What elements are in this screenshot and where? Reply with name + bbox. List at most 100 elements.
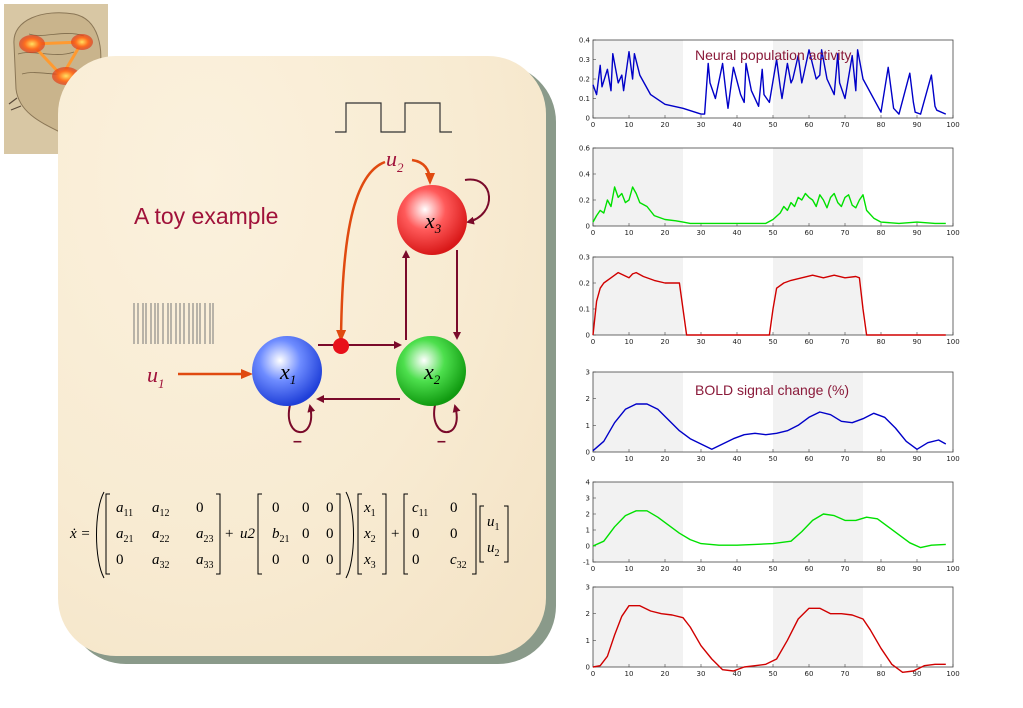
x-tick-label: 40 [733,121,742,129]
series-line [592,271,946,336]
x-tick-label: 40 [733,670,742,678]
matrix-b-cell: 0 [302,526,310,542]
x-tick-label: 50 [769,338,778,346]
x-tick-label: 60 [805,455,814,463]
matrix-c-cell: 0 [412,552,420,568]
node-x1: x1 [252,336,322,406]
y-tick-label: 1 [586,637,590,645]
equation-plus-2: + [391,526,399,542]
x-tick-label: 10 [625,229,634,237]
x-tick-label: 50 [769,565,778,573]
matrix-b-cell: 0 [272,552,280,568]
y-tick-label: 0 [586,115,590,123]
x-tick-label: 60 [805,338,814,346]
x-tick-label: 100 [946,455,959,463]
chart-title: Neural population activity [695,47,851,63]
matrix-b-cell: 0 [272,500,280,516]
x-tick-label: 80 [877,229,886,237]
x-tick-label: 40 [733,229,742,237]
x-tick-label: 100 [946,121,959,129]
x-tick-label: 90 [913,338,922,346]
matrix-b-cell: 0 [302,552,310,568]
x-tick-label: 10 [625,121,634,129]
matrix-a-cell: a12 [152,500,170,519]
u2-modulation-arrow [336,160,386,342]
x-tick-label: 100 [946,565,959,573]
stimulus-period-shade [773,587,863,667]
matrix-a-cell: a11 [116,500,133,519]
x-tick-label: 10 [625,670,634,678]
x-tick-label: 20 [661,121,670,129]
y-tick-label: 3 [586,369,590,377]
y-tick-label: 2 [586,511,590,519]
stimulus-period-shade [773,482,863,562]
matrix-b-cell: 0 [302,500,310,516]
x-tick-label: 50 [769,670,778,678]
y-tick-label: 2 [586,610,590,618]
stimulus-period-shade [593,148,683,226]
y-tick-label: 0.1 [579,95,590,103]
matrix-c-cell: 0 [412,526,420,542]
u2-label: u2 [386,146,404,175]
matrix-a-cell: 0 [196,500,204,516]
u1-label: u1 [147,362,165,391]
x-tick-label: 70 [841,338,850,346]
equation-u2: u2 [240,526,256,542]
node-x3: x3 [397,185,467,255]
y-tick-label: 1 [586,527,590,535]
x-tick-label: 90 [913,670,922,678]
x-tick-label: 0 [591,565,595,573]
x-tick-label: 0 [591,670,595,678]
y-tick-label: 3 [586,495,590,503]
matrix-a-cell: 0 [116,552,124,568]
input-vector-cell: u2 [487,540,500,559]
x-tick-label: 20 [661,338,670,346]
x-tick-label: 70 [841,121,850,129]
svg-text:x2: x2 [423,359,441,387]
x-tick-label: 80 [877,121,886,129]
matrix-c-cell: c11 [412,500,428,519]
stimulus-period-shade [593,482,683,562]
y-tick-label: 2 [586,395,590,403]
x-tick-label: 100 [946,229,959,237]
x-tick-label: 90 [913,455,922,463]
x-tick-label: 0 [591,121,595,129]
matrix-b-cell: 0 [326,500,334,516]
x-tick-label: 0 [591,338,595,346]
y-tick-label: 0.3 [579,56,590,64]
x-tick-label: 90 [913,229,922,237]
x-tick-label: 10 [625,338,634,346]
chart-panel: 0 10 20 30 40 50 60 70 80 90 100 0 0.2 0.4 0.6 [579,145,960,238]
x-tick-label: 60 [805,121,814,129]
x-tick-label: 30 [697,338,706,346]
y-tick-label: 0 [586,223,590,231]
svg-text:x1: x1 [279,359,296,387]
y-tick-label: 0 [586,664,590,672]
model-diagram: A toy example u1 u2 x1 x2 [69,102,509,579]
matrix-c-cell: 0 [450,526,458,542]
y-tick-label: 3 [586,584,590,592]
modulation-dot [333,338,349,354]
equation-plus-1: + [225,526,233,542]
x-tick-label: 90 [913,565,922,573]
x-tick-label: 10 [625,455,634,463]
x-tick-label: 70 [841,565,850,573]
y-tick-label: 4 [586,479,591,487]
y-tick-label: 0.4 [579,171,591,179]
chart-panel: 0 10 20 30 40 50 60 70 80 90 100 0 1 2 3 [586,584,960,679]
svg-text:x3: x3 [424,208,442,236]
x-tick-label: 0 [591,455,595,463]
input-vector-cell: u1 [487,514,500,533]
stimulus-period-shade [593,372,683,452]
x-tick-label: 40 [733,455,742,463]
y-tick-label: 0.4 [579,37,591,45]
chart-panel: 0 10 20 30 40 50 60 70 80 90 100 0 0.1 0.2 0.3 [579,254,960,347]
y-tick-label: 0.2 [579,76,590,84]
inhibition-mark-x2: – [437,433,446,450]
x-tick-label: 30 [697,121,706,129]
series-line [592,49,947,115]
series-line [592,186,946,225]
